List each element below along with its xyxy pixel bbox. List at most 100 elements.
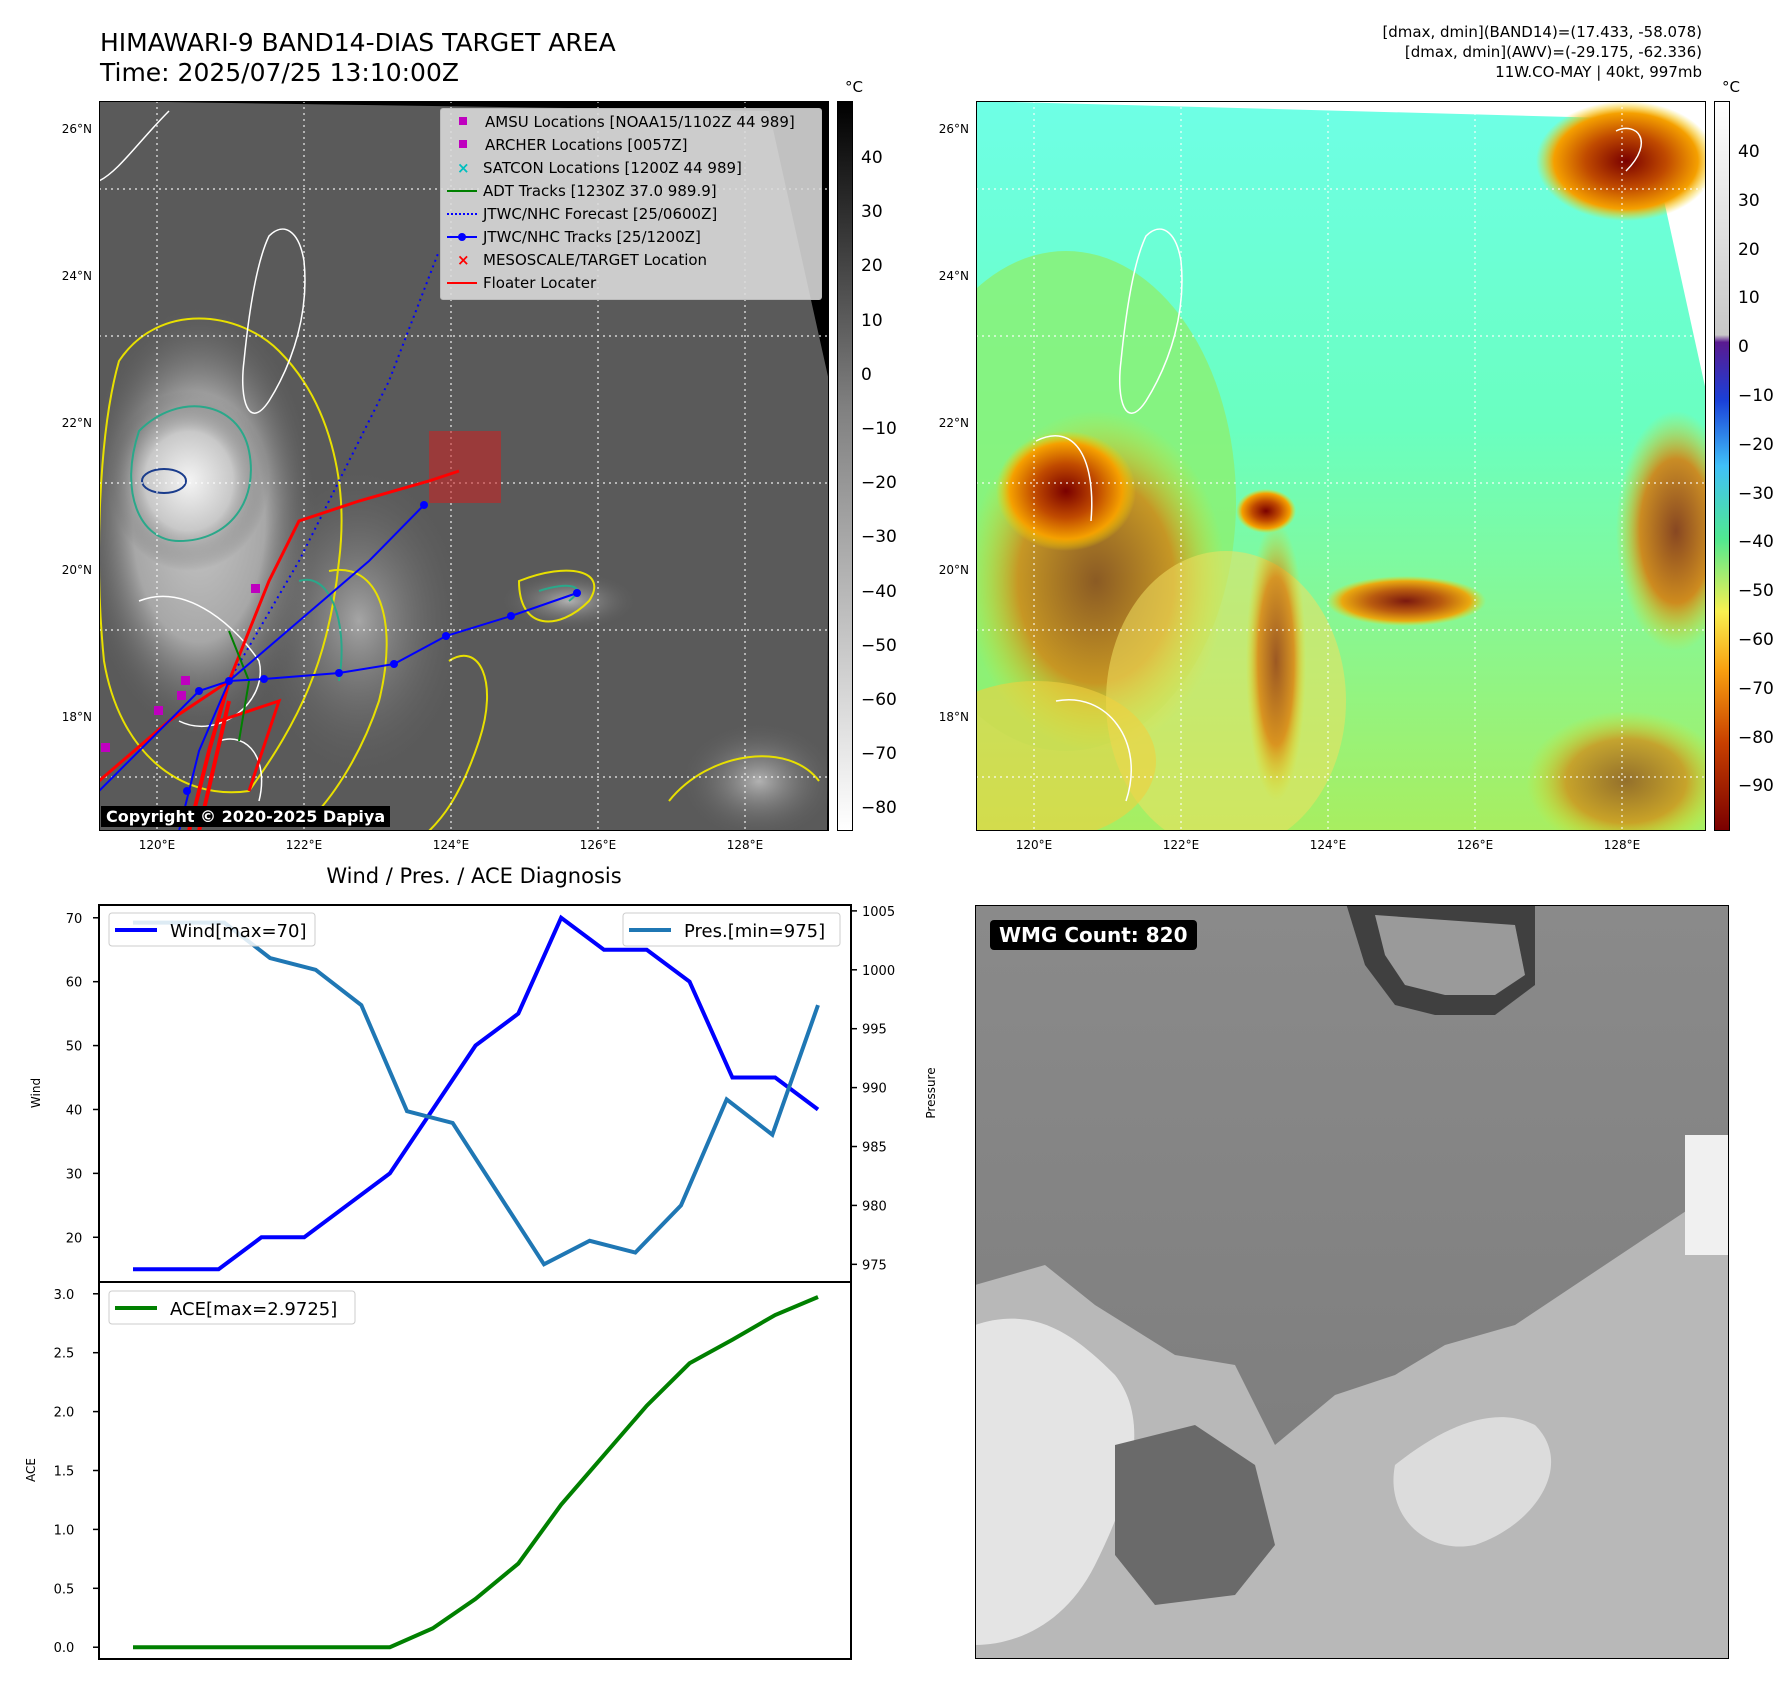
- awv-lon-ticks: 120°E 122°E 124°E 126°E 128°E: [976, 838, 1706, 856]
- lon-tick-label: 122°E: [1162, 838, 1200, 852]
- colorbar-tick-label: −90: [1738, 776, 1774, 797]
- colorbar-tick-label: −20: [1738, 434, 1774, 455]
- colorbar-tick-label: −50: [1738, 581, 1774, 602]
- wind-legend: Wind[max=70]: [108, 912, 316, 947]
- colorbar-tick-label: −50: [861, 635, 897, 656]
- ace-axis-label: ACE: [24, 1458, 38, 1482]
- awv-colorbar: [1714, 101, 1730, 831]
- wind-ytick-label: 70: [66, 912, 83, 927]
- awv-colorbar-ticks: 40 30 20 10 0 −10 −20 −30 −40 −50 −60 −70 −80 −90: [1732, 101, 1792, 831]
- magenta-square-marker-icon: [459, 117, 467, 125]
- lat-tick-label: 18°N: [938, 710, 969, 724]
- cyan-x-marker-icon: ×: [457, 159, 470, 177]
- lon-tick-label: 120°E: [1015, 838, 1053, 852]
- ace-ytick-label: 1.5: [54, 1465, 75, 1480]
- colorbar-tick-label: −20: [861, 473, 897, 494]
- colorbar-tick-label: −60: [861, 690, 897, 710]
- wind-ytick-label: 40: [66, 1103, 83, 1118]
- ace-ytick-label: 2.0: [54, 1406, 75, 1421]
- lon-tick-label: 126°E: [579, 838, 617, 852]
- colorbar-tick-label: 10: [861, 310, 883, 331]
- ace-ytick-label: 2.5: [54, 1347, 75, 1362]
- legend-item-archer: ARCHER Locations [0057Z]: [447, 136, 688, 154]
- pressure-ytick-label: 1005: [862, 905, 895, 920]
- red-x-marker-icon: ×: [457, 251, 470, 269]
- pressure-legend: Pres.[min=975]: [622, 912, 841, 947]
- pressure-ytick-label: 995: [862, 1023, 887, 1038]
- colorbar-tick-label: 40: [1738, 142, 1760, 162]
- pressure-legend-label: Pres.[min=975]: [684, 921, 825, 942]
- wind-pressure-axes: [98, 904, 852, 1283]
- wmg-count-badge: WMG Count: 820: [990, 920, 1197, 950]
- colorbar-tick-label: 20: [1738, 239, 1760, 260]
- lat-tick-label: 22°N: [61, 416, 92, 430]
- legend-item-adt: ADT Tracks [1230Z 37.0 989.9]: [447, 182, 717, 200]
- lat-tick-label: 24°N: [938, 269, 969, 283]
- pressure-series-line: [133, 920, 820, 1267]
- colorbar-tick-label: −60: [1738, 630, 1774, 650]
- lon-tick-label: 128°E: [726, 838, 764, 852]
- chart-time: Time: 2025/07/25 13:10:00Z: [100, 58, 459, 87]
- lon-tick-label: 120°E: [138, 838, 176, 852]
- colorbar-tick-label: −40: [1738, 532, 1774, 553]
- lon-tick-label: 122°E: [285, 838, 323, 852]
- blue-line-dot-icon: [447, 233, 477, 241]
- ir-colorbar-unit: °C: [845, 78, 863, 96]
- colorbar-tick-label: 40: [861, 148, 883, 168]
- lat-tick-label: 26°N: [61, 122, 92, 136]
- red-line-icon: [447, 282, 477, 284]
- ace-legend-label: ACE[max=2.9725]: [170, 1299, 337, 1320]
- info-band14: [dmax, dmin](BAND14)=(17.433, -58.078): [1382, 23, 1702, 41]
- pressure-ytick-label: 980: [862, 1199, 887, 1214]
- ace-ytick-label: 1.0: [54, 1523, 75, 1538]
- ir-colorbar: [837, 101, 853, 831]
- wind-ytick-label: 20: [66, 1231, 83, 1246]
- wind-axis-label: Wind: [29, 1078, 43, 1108]
- ace-ytick-label: 0.5: [54, 1582, 75, 1597]
- chart-title: HIMAWARI-9 BAND14-DIAS TARGET AREA: [100, 28, 616, 57]
- info-awv: [dmax, dmin](AWV)=(-29.175, -62.336): [1404, 43, 1702, 61]
- colorbar-tick-label: 30: [1738, 190, 1760, 211]
- colorbar-tick-label: −40: [861, 581, 897, 602]
- lat-tick-label: 26°N: [938, 122, 969, 136]
- lon-tick-label: 128°E: [1603, 838, 1641, 852]
- ace-ytick-label: 0.0: [54, 1641, 75, 1656]
- info-storm: 11W.CO-MAY | 40kt, 997mb: [1495, 63, 1702, 81]
- lat-tick-label: 18°N: [61, 710, 92, 724]
- lon-tick-label: 126°E: [1456, 838, 1494, 852]
- colorbar-tick-label: −10: [861, 419, 897, 439]
- legend-item-amsu: AMSU Locations [NOAA15/1102Z 44 989]: [447, 113, 795, 131]
- pressure-axis-label: Pressure: [924, 1067, 938, 1118]
- blue-dotted-line-icon: [447, 213, 477, 215]
- colorbar-tick-label: −30: [861, 527, 897, 548]
- ace-legend: ACE[max=2.9725]: [108, 1290, 356, 1325]
- lat-tick-label: 20°N: [61, 563, 92, 577]
- lat-tick-label: 22°N: [938, 416, 969, 430]
- colorbar-tick-label: −80: [1738, 727, 1774, 748]
- wind-legend-label: Wind[max=70]: [170, 921, 307, 942]
- green-line-icon: [447, 190, 477, 192]
- colorbar-tick-label: 20: [861, 256, 883, 277]
- awv-lat-ticks: 26°N 24°N 22°N 20°N 18°N: [917, 101, 973, 831]
- ace-ytick-label: 3.0: [54, 1288, 75, 1303]
- wind-ytick-label: 30: [66, 1167, 83, 1182]
- colorbar-tick-label: 10: [1738, 288, 1760, 309]
- lat-tick-label: 20°N: [938, 563, 969, 577]
- copyright-label: Copyright © 2020-2025 Dapiya: [101, 806, 391, 827]
- wmg-panel: [975, 905, 1729, 1659]
- ir-lat-ticks: 26°N 24°N 22°N 20°N 18°N: [40, 101, 96, 831]
- colorbar-tick-label: −10: [1738, 386, 1774, 406]
- pressure-ytick-label: 1000: [862, 964, 895, 979]
- diagnosis-title: Wind / Pres. / ACE Diagnosis: [326, 864, 621, 888]
- awv-colorbar-unit: °C: [1722, 78, 1740, 96]
- wind-ytick-label: 50: [66, 1040, 83, 1055]
- lat-tick-label: 24°N: [61, 269, 92, 283]
- colorbar-tick-label: −30: [1738, 483, 1774, 504]
- ir-colorbar-ticks: 40 30 20 10 0 −10 −20 −30 −40 −50 −60 −70 −80: [855, 101, 915, 831]
- pressure-ytick-label: 985: [862, 1141, 887, 1156]
- colorbar-tick-label: 0: [1738, 337, 1749, 358]
- magenta-square-marker-icon: [459, 140, 467, 148]
- pressure-ytick-label: 990: [862, 1082, 887, 1097]
- colorbar-tick-label: 0: [861, 364, 872, 385]
- legend-item-tracks: JTWC/NHC Tracks [25/1200Z]: [447, 228, 701, 246]
